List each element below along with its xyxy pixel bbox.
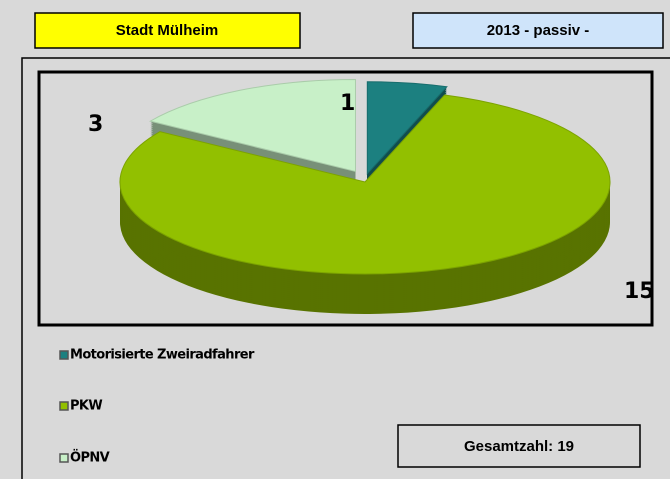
region-box [34,12,301,49]
legend-label: Motorisierte Zweiradfahrer [70,348,255,363]
legend-label: ÖPNV [70,450,110,466]
region-title: Stadt Mülheim [116,22,219,39]
slice [366,81,448,176]
value-label: 15 [624,279,655,304]
legend-swatch [59,453,69,463]
value-label: 1 [340,91,355,116]
legend-swatch [59,401,69,411]
slice [119,94,611,275]
total-label: Gesamtzahl: 19 [464,438,574,455]
year-box [412,12,664,49]
legend-swatch [59,350,69,360]
total-box [397,424,641,468]
value-label: 3 [88,112,103,137]
year-title: 2013 - passiv - [487,22,590,39]
slice [149,78,356,173]
legend-label: PKW [70,399,102,414]
plot-frame [37,70,654,327]
